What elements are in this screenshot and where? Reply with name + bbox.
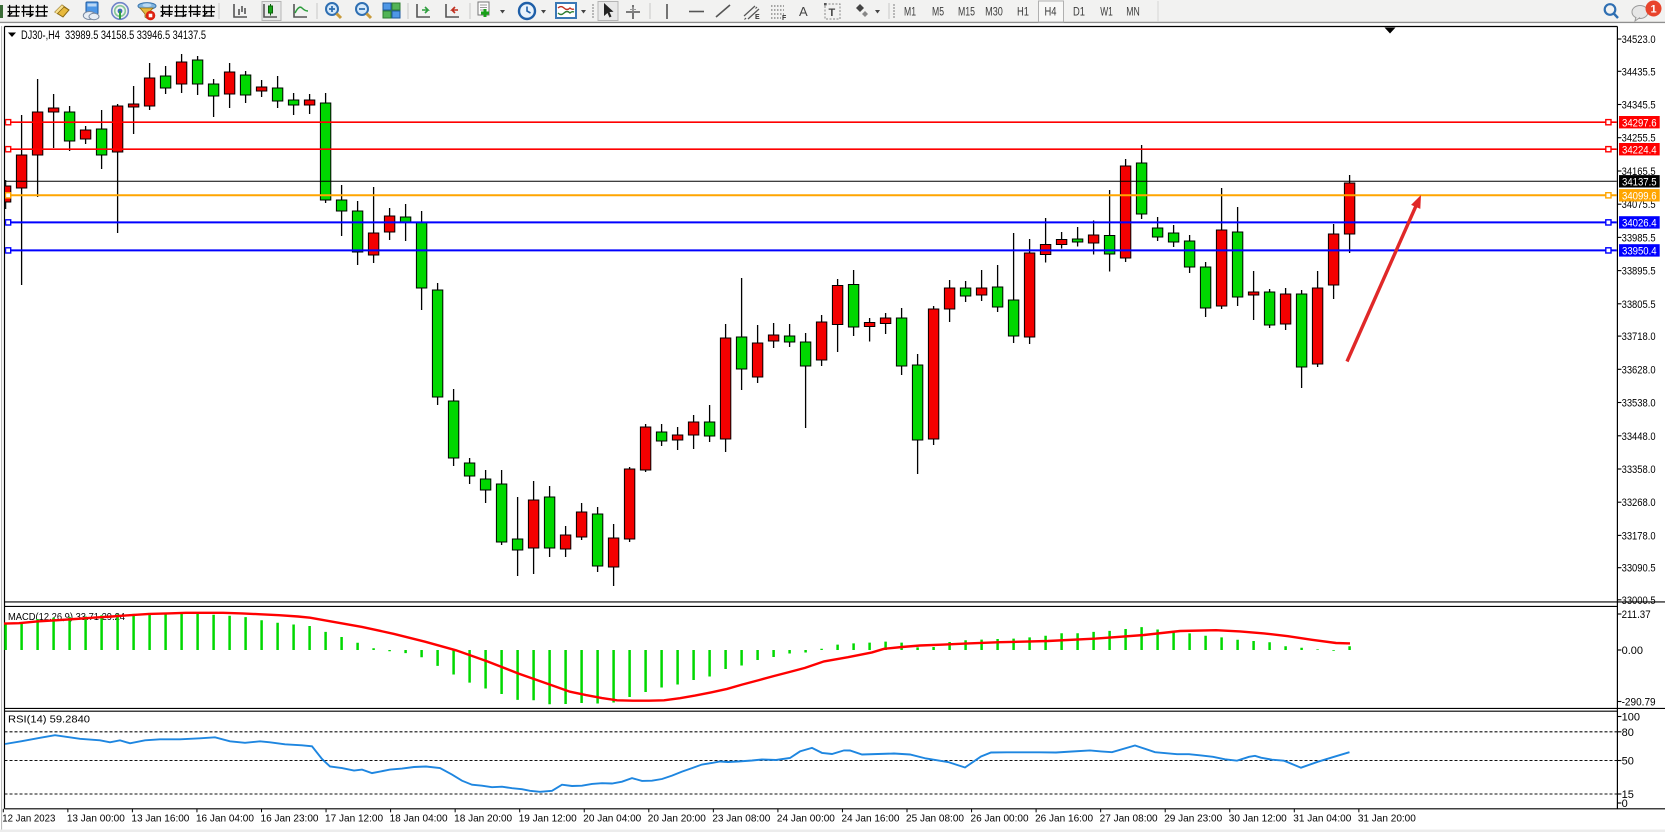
svg-text:17 Jan 12:00: 17 Jan 12:00: [325, 813, 383, 824]
svg-text:F: F: [782, 15, 787, 22]
svg-text:29 Jan 23:00: 29 Jan 23:00: [1164, 813, 1222, 824]
svg-text:80: 80: [1622, 727, 1634, 739]
svg-text:24 Jan 00:00: 24 Jan 00:00: [777, 813, 835, 824]
svg-text:1: 1: [1650, 4, 1656, 16]
svg-text:34075.5: 34075.5: [1622, 199, 1656, 211]
svg-text:25 Jan 08:00: 25 Jan 08:00: [906, 813, 964, 824]
svg-text:26 Jan 00:00: 26 Jan 00:00: [971, 813, 1029, 824]
svg-text:M1: M1: [904, 7, 916, 19]
svg-text:DJ30-,H4 33989.5 34158.5 3394: DJ30-,H4 33989.5 34158.5 33946.5 34137.5: [21, 28, 206, 42]
svg-text:18 Jan 04:00: 18 Jan 04:00: [390, 813, 448, 824]
svg-text:34345.5: 34345.5: [1622, 100, 1656, 112]
svg-text:RSI(14) 59.2840: RSI(14) 59.2840: [8, 715, 90, 726]
svg-text:33628.0: 33628.0: [1622, 364, 1656, 376]
svg-text:31 Jan 20:00: 31 Jan 20:00: [1358, 813, 1416, 824]
svg-text:30 Jan 12:00: 30 Jan 12:00: [1229, 813, 1287, 824]
svg-text:100: 100: [1622, 712, 1640, 724]
svg-text:13 Jan 16:00: 13 Jan 16:00: [131, 813, 189, 824]
svg-text:33718.0: 33718.0: [1622, 331, 1656, 343]
svg-text:34099.6: 34099.6: [1622, 191, 1657, 203]
svg-text:34523.0: 34523.0: [1622, 34, 1656, 46]
svg-text:16 Jan 04:00: 16 Jan 04:00: [196, 813, 254, 824]
svg-text:H1: H1: [1017, 7, 1029, 19]
svg-text:H4: H4: [1045, 7, 1057, 19]
svg-text:20 Jan 04:00: 20 Jan 04:00: [583, 813, 641, 824]
svg-text:34255.5: 34255.5: [1622, 133, 1656, 145]
svg-text:23 Jan 08:00: 23 Jan 08:00: [712, 813, 770, 824]
svg-text:33985.5: 33985.5: [1622, 232, 1656, 244]
svg-text:M15: M15: [958, 7, 975, 19]
svg-text:34297.6: 34297.6: [1622, 117, 1657, 129]
svg-text:-290.79: -290.79: [1622, 697, 1656, 709]
svg-text:31 Jan 04:00: 31 Jan 04:00: [1293, 813, 1351, 824]
svg-text:M5: M5: [932, 7, 944, 19]
svg-text:20 Jan 20:00: 20 Jan 20:00: [648, 813, 706, 824]
svg-text:M30: M30: [985, 7, 1003, 19]
svg-text:12 Jan 2023: 12 Jan 2023: [2, 813, 55, 824]
svg-text:16 Jan 23:00: 16 Jan 23:00: [261, 813, 319, 824]
svg-text:15: 15: [1622, 789, 1634, 801]
svg-text:26 Jan 16:00: 26 Jan 16:00: [1035, 813, 1093, 824]
svg-text:MN: MN: [1126, 7, 1140, 19]
svg-text:34435.5: 34435.5: [1622, 66, 1656, 78]
svg-text:33895.5: 33895.5: [1622, 266, 1656, 278]
svg-text:33000.5: 33000.5: [1622, 595, 1656, 607]
svg-text:34026.4: 34026.4: [1622, 218, 1657, 230]
svg-text:18 Jan 20:00: 18 Jan 20:00: [454, 813, 512, 824]
svg-text:13 Jan 00:00: 13 Jan 00:00: [67, 813, 125, 824]
svg-text:T: T: [829, 7, 836, 19]
svg-text:33448.0: 33448.0: [1622, 431, 1656, 443]
svg-text:33805.5: 33805.5: [1622, 299, 1656, 311]
svg-text:W1: W1: [1100, 7, 1113, 19]
svg-text:E: E: [755, 14, 760, 21]
svg-text:D1: D1: [1073, 7, 1085, 19]
svg-text:MACD(12,26,9) 33.71 29.24: MACD(12,26,9) 33.71 29.24: [8, 612, 125, 623]
svg-text:50: 50: [1622, 756, 1634, 768]
svg-text:33178.0: 33178.0: [1622, 530, 1656, 542]
svg-text:34165.5: 34165.5: [1622, 166, 1656, 178]
svg-text:33538.0: 33538.0: [1622, 398, 1656, 410]
svg-text:34137.5: 34137.5: [1622, 177, 1657, 189]
svg-text:0: 0: [1622, 798, 1628, 810]
svg-text:34224.4: 34224.4: [1622, 144, 1657, 156]
svg-text:33358.0: 33358.0: [1622, 464, 1656, 476]
svg-text:A: A: [799, 4, 808, 19]
svg-text:33268.0: 33268.0: [1622, 497, 1656, 509]
svg-text:33090.5: 33090.5: [1622, 563, 1656, 575]
svg-text:24 Jan 16:00: 24 Jan 16:00: [841, 813, 899, 824]
svg-text:27 Jan 08:00: 27 Jan 08:00: [1100, 813, 1158, 824]
svg-text:33950.4: 33950.4: [1622, 246, 1657, 258]
svg-text:211.37: 211.37: [1622, 609, 1651, 621]
svg-text:19 Jan 12:00: 19 Jan 12:00: [519, 813, 577, 824]
svg-text:0.00: 0.00: [1622, 645, 1643, 657]
